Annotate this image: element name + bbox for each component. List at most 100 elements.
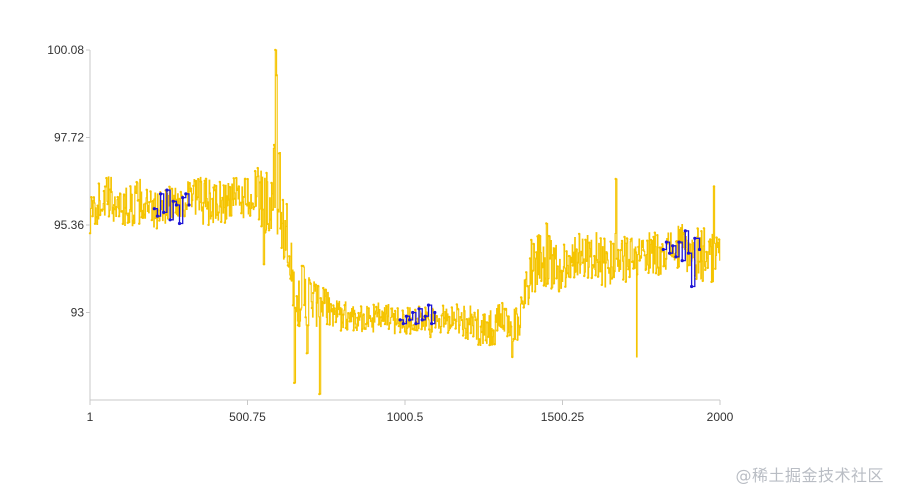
base-series-point (329, 303, 332, 306)
base-series-point (540, 279, 543, 283)
base-series-point (682, 231, 685, 235)
base-series-point (95, 215, 98, 219)
base-series-point (149, 190, 152, 193)
base-series-point (130, 193, 133, 196)
base-series-point (664, 257, 668, 261)
base-series-point (138, 222, 141, 225)
base-series-point (233, 197, 237, 200)
base-series-point (588, 241, 591, 244)
base-series-point (473, 311, 476, 314)
watermark-text: @稀土掘金技术社区 (735, 466, 884, 485)
base-series-point (145, 188, 148, 191)
base-series-point (199, 180, 203, 183)
base-series-point (188, 181, 191, 185)
base-series-point (586, 276, 590, 279)
base-series-point (265, 171, 268, 175)
base-series-point (556, 265, 559, 268)
base-series-point (224, 217, 228, 220)
highlight-series-point (152, 207, 156, 211)
base-series-point (178, 197, 181, 201)
base-series-point (190, 199, 194, 202)
base-series-point (620, 239, 624, 243)
base-series-point (478, 338, 481, 341)
base-series-point (657, 273, 660, 276)
base-series-point (291, 304, 295, 307)
base-series-point (672, 255, 675, 259)
base-series-point (565, 250, 568, 253)
highlight-series-point (171, 199, 175, 203)
base-series-point (697, 260, 701, 263)
base-series-point (675, 240, 678, 243)
base-series-point (663, 264, 666, 268)
base-series-point (277, 152, 281, 155)
base-series-point (235, 176, 238, 180)
highlight-series-point (165, 188, 169, 192)
base-series-point (368, 314, 372, 318)
base-series-line (90, 49, 721, 395)
base-series-point (117, 215, 121, 218)
base-series-point (217, 211, 220, 214)
tick-labels: 93 95.36 97.72 100.08 1 500.75 1000.5 1500.25 20… (47, 43, 733, 424)
base-series-point (637, 245, 640, 249)
base-series-point (266, 222, 269, 226)
base-series-point (564, 285, 567, 288)
base-series-point (570, 260, 573, 264)
base-series-point (214, 184, 218, 188)
highlight-series-point (674, 255, 678, 259)
base-series-point (373, 312, 377, 316)
base-series-point (434, 326, 437, 329)
base-series-point (334, 320, 337, 324)
base-series-point (222, 184, 225, 187)
base-series-point (378, 321, 382, 324)
base-series-point (105, 176, 108, 180)
base-series-point (311, 291, 315, 295)
base-series-point (288, 255, 291, 258)
base-series-point (139, 209, 142, 213)
base-series-point (269, 218, 272, 221)
base-series-point (546, 282, 549, 285)
base-series-point (231, 198, 234, 201)
base-series-point (332, 304, 335, 307)
base-series-point (593, 254, 596, 258)
base-series-point (492, 329, 495, 332)
base-series-point (455, 303, 458, 306)
base-series-point (580, 254, 583, 257)
base-series-point (444, 322, 447, 325)
base-series-point (522, 306, 525, 309)
highlight-series-point (671, 244, 675, 248)
base-series-point (272, 143, 276, 147)
axes (86, 49, 721, 405)
base-series-point (141, 216, 145, 220)
base-series-point (661, 243, 664, 246)
base-series-point (576, 261, 580, 264)
base-series-point (654, 272, 658, 275)
base-series-point (218, 180, 221, 184)
base-series-point (192, 184, 195, 188)
base-series-point (638, 259, 641, 262)
base-series-point (280, 246, 283, 250)
base-series-point (519, 296, 523, 299)
base-series-point (252, 206, 256, 209)
base-series-point (304, 316, 307, 319)
base-series-point (590, 276, 593, 280)
base-series-point (566, 272, 569, 275)
base-series-point (417, 305, 421, 308)
base-series-point (226, 204, 229, 207)
base-series-point (644, 268, 648, 271)
base-series-point (375, 305, 378, 309)
highlight-series-point (159, 192, 163, 196)
base-series-point (647, 271, 650, 275)
base-series-point (168, 185, 171, 188)
base-series-point (274, 48, 277, 52)
base-series-point (591, 264, 595, 267)
base-series-point (398, 331, 402, 334)
highlight-series-point (668, 251, 672, 255)
base-series-point (298, 324, 301, 328)
base-series-point (160, 199, 164, 203)
base-series-point (402, 325, 406, 328)
base-series-point (382, 319, 385, 322)
base-series-point (630, 260, 634, 264)
base-series-point (410, 324, 413, 327)
base-series-point (608, 267, 611, 270)
base-series-point (194, 179, 198, 183)
